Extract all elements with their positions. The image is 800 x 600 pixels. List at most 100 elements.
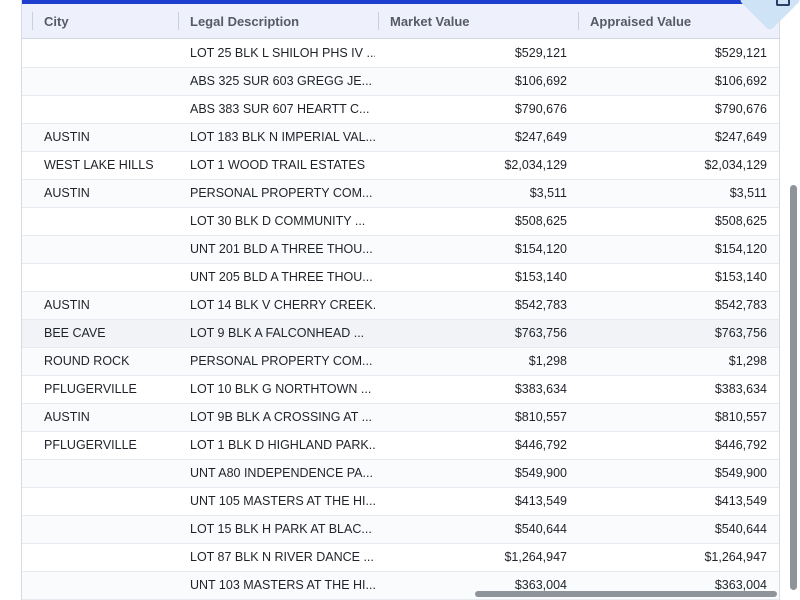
table-row[interactable]: ROUND ROCK PERSONAL PROPERTY COM... $1,298… [22, 348, 779, 376]
table-row[interactable]: WEST LAKE HILLS LOT 1 WOOD TRAIL ESTATES $… [22, 152, 779, 180]
table-row[interactable]: ABS 325 SUR 603 GREGG JE... $106,692 $106,… [22, 68, 779, 96]
column-separator[interactable] [32, 12, 33, 30]
cell-market-value: $363,004 [514, 578, 567, 592]
cell-legal-description: ABS 325 SUR 603 GREGG JE... [190, 74, 373, 88]
column-header-appraised-value[interactable]: Appraised Value [590, 14, 692, 29]
cell-market-value: $508,625 [514, 214, 567, 228]
cell-city [44, 40, 184, 67]
data-grid: City Legal Description Market Value Appr… [21, 0, 780, 600]
cell-market-value: $1,298 [528, 354, 567, 368]
cell-appraised-value: $810,557 [714, 410, 767, 424]
cell-legal-description: LOT 183 BLK N IMPERIAL VAL... [190, 130, 375, 144]
table-row[interactable]: LOT 15 BLK H PARK AT BLAC... $540,644 $540… [22, 516, 779, 544]
column-header-legal-description[interactable]: Legal Description [190, 14, 300, 29]
cell-market-value: $2,034,129 [504, 158, 567, 172]
cell-legal-description: LOT 10 BLK G NORTHTOWN ... [190, 382, 372, 396]
table-row[interactable]: BEE CAVE LOT 9 BLK A FALCONHEAD ... $763,7… [22, 320, 779, 348]
cell-appraised-value: $153,140 [714, 270, 767, 284]
cell-city [44, 264, 184, 291]
cell-appraised-value: $542,783 [714, 298, 767, 312]
cell-market-value: $446,792 [514, 438, 567, 452]
cell-city [44, 208, 184, 235]
horizontal-scrollbar[interactable] [475, 591, 777, 597]
table-row[interactable]: AUSTIN LOT 9B BLK A CROSSING AT ... $810,5… [22, 404, 779, 432]
cell-market-value: $763,756 [514, 326, 567, 340]
table-row[interactable]: PFLUGERVILLE LOT 10 BLK G NORTHTOWN ... $3… [22, 376, 779, 404]
table-row[interactable]: AUSTIN LOT 14 BLK V CHERRY CREEK... $542,7… [22, 292, 779, 320]
column-header-market-value[interactable]: Market Value [390, 14, 470, 29]
cell-appraised-value: $540,644 [714, 522, 767, 536]
cell-legal-description: LOT 9 BLK A FALCONHEAD ... [190, 326, 365, 340]
table-row[interactable]: UNT 205 BLD A THREE THOU... $153,140 $153,… [22, 264, 779, 292]
cell-legal-description: LOT 25 BLK L SHILOH PHS IV ... [190, 46, 375, 60]
cell-market-value: $3,511 [529, 186, 567, 200]
table-row[interactable]: AUSTIN LOT 183 BLK N IMPERIAL VAL... $247,… [22, 124, 779, 152]
cell-legal-description: PERSONAL PROPERTY COM... [190, 186, 373, 200]
column-separator[interactable] [178, 12, 179, 30]
cell-market-value: $106,692 [514, 74, 567, 88]
cell-market-value: $549,900 [514, 466, 567, 480]
cell-city: AUSTIN [44, 186, 90, 200]
cell-appraised-value: $2,034,129 [704, 158, 767, 172]
table-row[interactable]: LOT 25 BLK L SHILOH PHS IV ... $529,121 $5… [22, 40, 779, 68]
cell-market-value: $1,264,947 [504, 550, 567, 564]
cell-market-value: $540,644 [514, 522, 567, 536]
cell-market-value: $153,140 [514, 270, 567, 284]
cell-legal-description: UNT 105 MASTERS AT THE HI... [190, 494, 375, 508]
cell-legal-description: LOT 9B BLK A CROSSING AT ... [190, 410, 373, 424]
cell-city [44, 68, 184, 95]
cell-city [44, 516, 184, 543]
cell-city: BEE CAVE [44, 326, 106, 340]
cell-appraised-value: $549,900 [714, 466, 767, 480]
cell-city [44, 544, 184, 571]
cell-city: PFLUGERVILLE [44, 438, 137, 452]
cell-legal-description: PERSONAL PROPERTY COM... [190, 354, 373, 368]
grid-body: LOT 25 BLK L SHILOH PHS IV ... $529,121 $5… [22, 40, 779, 600]
cell-legal-description: LOT 1 WOOD TRAIL ESTATES [190, 158, 366, 172]
cell-city: WEST LAKE HILLS [44, 158, 154, 172]
cell-legal-description: LOT 30 BLK D COMMUNITY ... [190, 214, 366, 228]
grid-accent-bar [22, 0, 779, 4]
table-row[interactable]: PFLUGERVILLE LOT 1 BLK D HIGHLAND PARK...… [22, 432, 779, 460]
table-row[interactable]: UNT 201 BLD A THREE THOU... $154,120 $154,… [22, 236, 779, 264]
vertical-scrollbar[interactable] [790, 185, 797, 590]
cell-city: AUSTIN [44, 410, 90, 424]
cell-legal-description: LOT 87 BLK N RIVER DANCE ... [190, 550, 374, 564]
column-header-city[interactable]: City [44, 14, 69, 29]
table-row[interactable]: UNT 105 MASTERS AT THE HI... $413,549 $413… [22, 488, 779, 516]
cell-city [44, 460, 184, 487]
cell-city [44, 96, 184, 123]
cell-legal-description: LOT 15 BLK H PARK AT BLAC... [190, 522, 372, 536]
cell-appraised-value: $763,756 [714, 326, 767, 340]
cell-appraised-value: $106,692 [714, 74, 767, 88]
cell-appraised-value: $363,004 [714, 578, 767, 592]
cell-city [44, 572, 184, 599]
cell-legal-description: ABS 383 SUR 607 HEARTT C... [190, 102, 370, 116]
column-separator[interactable] [578, 12, 579, 30]
cell-appraised-value: $790,676 [714, 102, 767, 116]
table-row[interactable]: ABS 383 SUR 607 HEARTT C... $790,676 $790,… [22, 96, 779, 124]
cell-appraised-value: $1,264,947 [704, 550, 767, 564]
cell-appraised-value: $3,511 [729, 186, 767, 200]
table-row[interactable]: UNT A80 INDEPENDENCE PA... $549,900 $549,9… [22, 460, 779, 488]
cell-appraised-value: $446,792 [714, 438, 767, 452]
cell-legal-description: UNT A80 INDEPENDENCE PA... [190, 466, 373, 480]
cell-market-value: $529,121 [514, 46, 567, 60]
grid-header-row: City Legal Description Market Value Appr… [22, 4, 779, 39]
cell-appraised-value: $508,625 [714, 214, 767, 228]
column-separator[interactable] [378, 12, 379, 30]
cell-city [44, 488, 184, 515]
cell-market-value: $810,557 [514, 410, 567, 424]
export-icon[interactable] [776, 0, 790, 6]
cell-market-value: $154,120 [514, 242, 567, 256]
cell-legal-description: UNT 201 BLD A THREE THOU... [190, 242, 373, 256]
cell-legal-description: LOT 1 BLK D HIGHLAND PARK... [190, 438, 375, 452]
cell-appraised-value: $247,649 [714, 130, 767, 144]
cell-legal-description: UNT 103 MASTERS AT THE HI... [190, 578, 375, 592]
table-row[interactable]: LOT 30 BLK D COMMUNITY ... $508,625 $508,6… [22, 208, 779, 236]
cell-appraised-value: $154,120 [714, 242, 767, 256]
table-row[interactable]: LOT 87 BLK N RIVER DANCE ... $1,264,947 $1… [22, 544, 779, 572]
table-row[interactable]: AUSTIN PERSONAL PROPERTY COM... $3,511 $3,5… [22, 180, 779, 208]
cell-legal-description: LOT 14 BLK V CHERRY CREEK... [190, 298, 375, 312]
